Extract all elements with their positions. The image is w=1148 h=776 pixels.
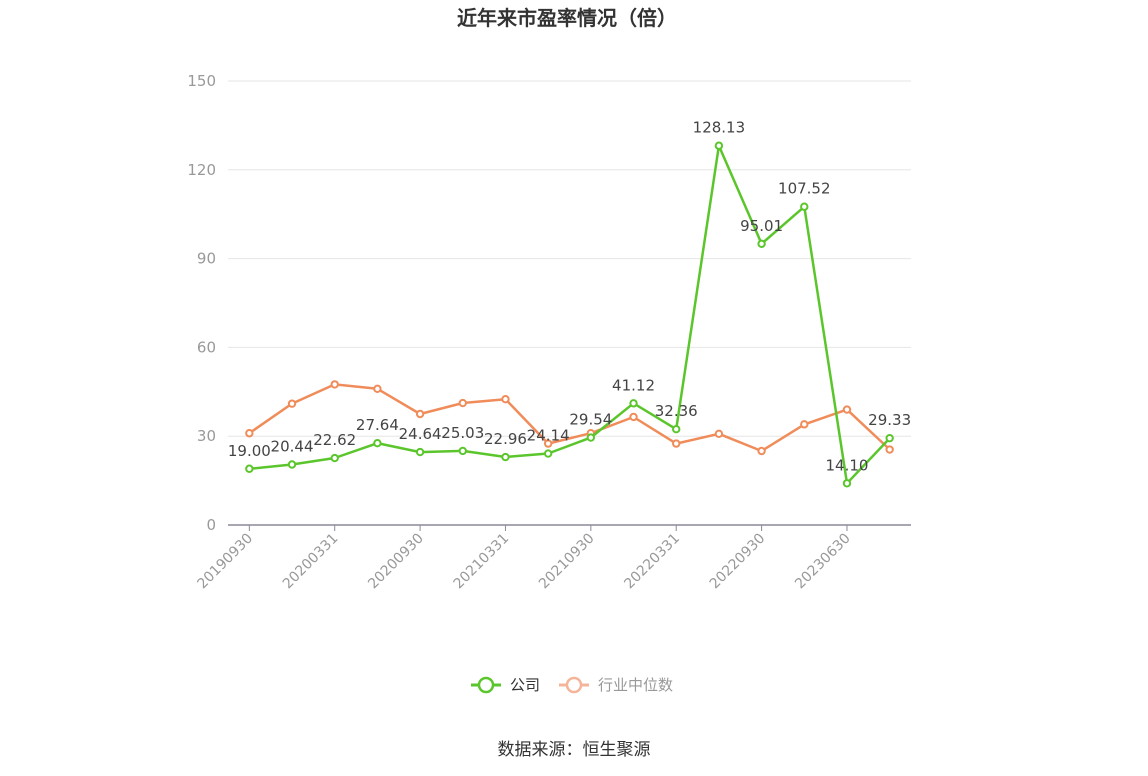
legend-label-company: 公司 — [510, 676, 540, 694]
data-label: 107.52 — [778, 180, 831, 198]
y-tick-label: 30 — [197, 427, 216, 445]
legend-label-industry-median: 行业中位数 — [598, 676, 673, 694]
x-tick-label: 20210331 — [451, 531, 513, 593]
data-point[interactable] — [672, 425, 681, 434]
data-point[interactable] — [629, 399, 638, 408]
x-axis: 20190930 20200331 20200930 20210331 20210930… — [194, 524, 911, 593]
data-label: 14.10 — [825, 456, 868, 474]
legend-item-industry-median[interactable]: 行业中位数 — [559, 676, 673, 694]
x-tick-label: 20210930 — [536, 531, 598, 593]
legend-item-company[interactable]: 公司 — [471, 676, 540, 694]
data-label: 22.62 — [313, 431, 356, 449]
x-tick-label: 20190930 — [194, 531, 256, 593]
data-point[interactable] — [800, 202, 809, 211]
legend: 公司 行业中位数 — [471, 676, 673, 694]
x-tick-label: 20200930 — [365, 531, 427, 593]
data-label: 24.14 — [527, 427, 570, 445]
y-tick-label: 0 — [206, 516, 216, 534]
data-point[interactable] — [415, 447, 425, 457]
y-tick-label: 150 — [187, 72, 216, 90]
x-tick-label: 20230630 — [792, 531, 854, 593]
data-point[interactable] — [458, 446, 467, 456]
y-axis: 0 30 60 90 120 150 — [187, 72, 216, 534]
data-point[interactable] — [586, 433, 596, 442]
data-point[interactable] — [757, 239, 766, 248]
data-point[interactable] — [543, 449, 553, 458]
data-point[interactable] — [842, 479, 852, 488]
series-line-1 — [248, 383, 891, 453]
y-tick-label: 60 — [197, 338, 216, 356]
data-point[interactable] — [501, 452, 510, 462]
data-label: 32.36 — [655, 402, 698, 420]
data-point[interactable] — [885, 433, 894, 443]
data-point[interactable] — [245, 429, 254, 438]
chart-title: 近年来市盈率情况（倍） — [457, 6, 677, 30]
data-label: 25.03 — [441, 424, 484, 442]
data-point[interactable] — [287, 460, 297, 469]
data-point[interactable] — [842, 405, 852, 414]
data-point[interactable] — [458, 398, 467, 408]
data-label: 27.64 — [356, 416, 399, 434]
data-point[interactable] — [543, 439, 553, 448]
data-label: 95.01 — [740, 217, 783, 235]
data-label: 29.54 — [569, 411, 612, 429]
data-label: 19.00 — [228, 442, 271, 460]
data-label: 22.96 — [484, 430, 527, 448]
data-point[interactable] — [501, 395, 510, 404]
series-line-0 — [249, 144, 891, 485]
data-label: 20.44 — [271, 437, 314, 455]
data-point[interactable] — [373, 384, 382, 394]
data-point[interactable] — [757, 446, 766, 456]
data-point[interactable] — [245, 464, 254, 473]
data-point[interactable] — [330, 380, 339, 389]
data-point[interactable] — [373, 438, 382, 448]
grid-lines — [228, 80, 911, 437]
data-source: 数据来源：恒生聚源 — [498, 740, 651, 760]
x-tick-label: 20200331 — [280, 531, 342, 593]
data-label: 128.13 — [693, 119, 746, 137]
y-tick-label: 120 — [187, 161, 216, 179]
data-point[interactable] — [672, 439, 681, 448]
data-label: 41.12 — [612, 376, 655, 394]
data-label: 29.33 — [868, 411, 911, 429]
data-point[interactable] — [629, 412, 638, 422]
data-point[interactable] — [330, 453, 339, 463]
x-tick-label: 20220331 — [621, 531, 683, 593]
data-point[interactable] — [714, 141, 724, 150]
data-label: 24.64 — [399, 425, 442, 443]
x-tick-label: 20220930 — [707, 531, 769, 593]
data-point[interactable] — [287, 399, 297, 408]
data-point[interactable] — [415, 409, 425, 419]
data-point[interactable] — [800, 420, 809, 429]
data-point[interactable] — [885, 445, 894, 454]
series-lines — [245, 141, 894, 488]
data-point[interactable] — [714, 429, 724, 439]
y-tick-label: 90 — [197, 250, 216, 268]
